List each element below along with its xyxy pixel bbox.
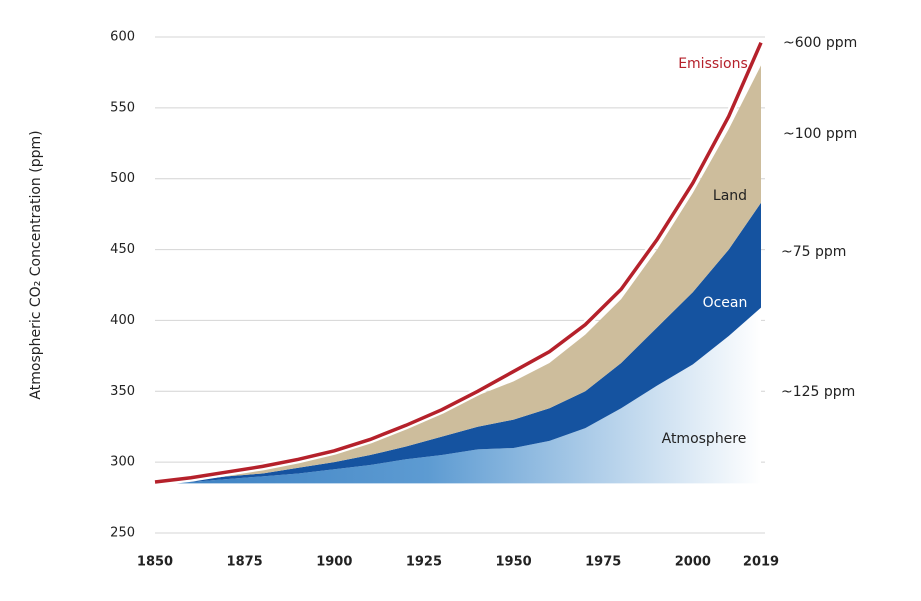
y-tick-label: 300	[110, 455, 135, 470]
y-tick-label: 500	[110, 171, 135, 186]
annotation: ~125 ppm	[781, 384, 855, 400]
x-tick-label: 1950	[495, 555, 531, 570]
series-label: Ocean	[703, 295, 748, 311]
x-tick-label: 2019	[743, 555, 779, 570]
area	[155, 307, 761, 484]
annotation: ~75 ppm	[781, 244, 846, 260]
annotation: ~600 ppm	[783, 35, 857, 51]
x-tick-label: 1850	[137, 555, 173, 570]
annotation: ~100 ppm	[783, 126, 857, 142]
y-tick-label: 600	[110, 30, 135, 45]
y-tick-label: 350	[110, 384, 135, 399]
x-tick-label: 1875	[227, 555, 263, 570]
y-tick-label: 550	[110, 100, 135, 115]
area	[155, 202, 761, 484]
y-axis-title: Atmospheric CO₂ Concentration (ppm)	[28, 130, 44, 399]
y-tick-label: 400	[110, 313, 135, 328]
y-tick-label: 450	[110, 242, 135, 257]
y-tick-label: 250	[110, 526, 135, 541]
series-label: Land	[713, 188, 747, 204]
series-label: Atmosphere	[662, 431, 747, 447]
x-tick-label: 1975	[585, 555, 621, 570]
x-tick-label: 1925	[406, 555, 442, 570]
x-tick-label: 2000	[675, 555, 711, 570]
x-tick-label: 1900	[316, 555, 352, 570]
area	[155, 65, 761, 484]
series-label: Emissions	[678, 56, 748, 72]
line	[154, 41, 763, 484]
